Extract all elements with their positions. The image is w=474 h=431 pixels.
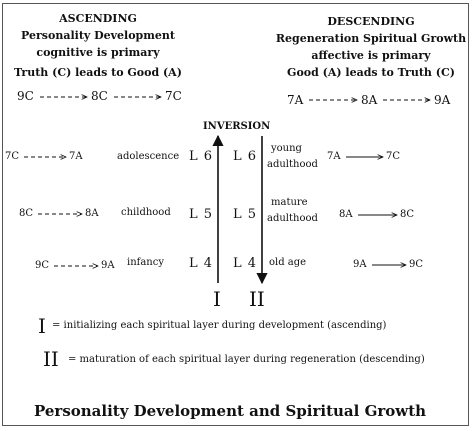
ascending-subtitle: Personality Development	[21, 29, 175, 42]
row-right-to: 8C	[400, 209, 415, 220]
row-stage-left: infancy	[127, 257, 164, 268]
descending-heading: DESCENDING	[327, 15, 415, 28]
diagram-frame	[2, 3, 469, 426]
ascending-principle: Truth (C) leads to Good (A)	[14, 66, 182, 79]
ascending-chain-node: 7C	[165, 89, 182, 103]
row-stage-left: adolescence	[117, 151, 180, 162]
row-stage-right-line1: mature	[271, 197, 308, 208]
row-level-left: L 4	[189, 256, 214, 271]
row-left-to: 9A	[101, 260, 115, 271]
ascending-primary: cognitive is primary	[36, 46, 160, 59]
row-level-left: L 5	[189, 207, 214, 222]
row-level-right: L 4	[233, 256, 258, 271]
row-left-from: 9C	[35, 260, 50, 271]
row-stage-right-line2: adulthood	[267, 159, 318, 170]
row-stage-right-line1: old age	[269, 257, 307, 268]
row-right-to: 9C	[409, 259, 424, 270]
diagram-title: Personality Development and Spiritual Gr…	[34, 402, 427, 420]
inversion-label: INVERSION	[203, 121, 271, 132]
row-left-to: 7A	[69, 151, 83, 162]
legend-symbol: I	[38, 314, 46, 338]
row-level-right: L 6	[233, 149, 258, 164]
row-left-from: 7C	[5, 151, 20, 162]
ascending-header: ASCENDING Personality Development cognit…	[8, 10, 188, 81]
ascending-heading: ASCENDING	[59, 12, 137, 25]
descending-primary: affective is primary	[311, 49, 431, 62]
descending-principle: Good (A) leads to Truth (C)	[287, 66, 455, 79]
row-left-to: 8A	[85, 208, 99, 219]
legend-text: = maturation of each spiritual layer dur…	[68, 354, 425, 365]
row-right-to: 7C	[386, 151, 401, 162]
descending-header: DESCENDING Regeneration Spiritual Growth…	[268, 13, 474, 81]
descending-chain-node: 9A	[434, 93, 451, 107]
ascending-chain-node: 8C	[91, 89, 108, 103]
legend-text: = initializing each spiritual layer duri…	[52, 320, 387, 331]
descending-chain-node: 7A	[287, 93, 304, 107]
row-level-right: L 5	[233, 207, 258, 222]
row-level-left: L 6	[189, 149, 214, 164]
row-stage-right-line2: adulthood	[267, 213, 318, 224]
row-right-from: 7A	[327, 151, 341, 162]
row-right-from: 8A	[339, 209, 353, 220]
legend-symbol: II	[43, 347, 59, 371]
descending-chain-node: 8A	[361, 93, 378, 107]
ascending-chain-node: 9C	[17, 89, 34, 103]
row-stage-right-line1: young	[271, 143, 302, 154]
axis-label-ascending: I	[213, 287, 221, 311]
row-left-from: 8C	[19, 208, 34, 219]
axis-label-descending: II	[249, 287, 265, 311]
row-right-from: 9A	[353, 259, 367, 270]
descending-subtitle: Regeneration Spiritual Growth	[275, 32, 467, 45]
row-stage-left: childhood	[121, 207, 171, 218]
